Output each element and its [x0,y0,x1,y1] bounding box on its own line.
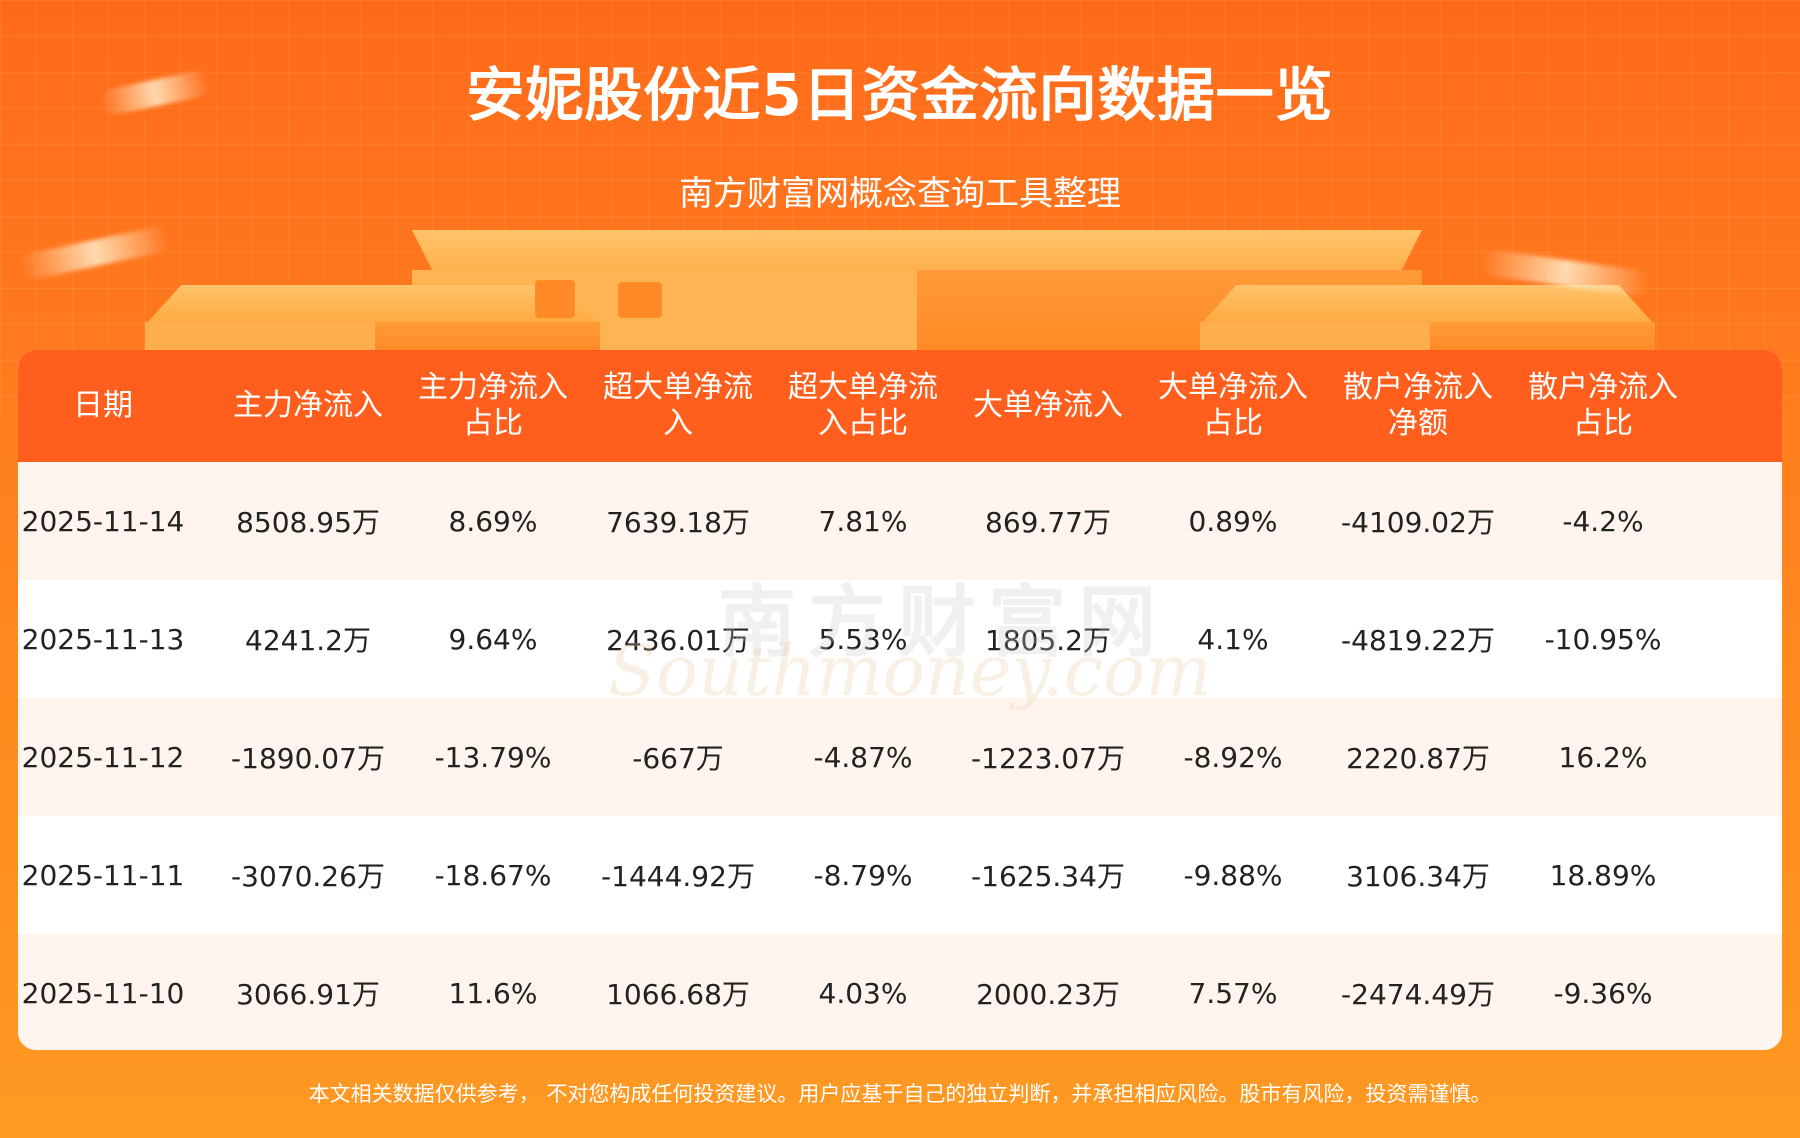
cell-date: 2025-11-14 [21,504,185,538]
podium-notch-1 [535,280,575,318]
cell-date: 2025-11-12 [21,740,185,774]
column-header-large-inflow: 大单净流入 [973,388,1123,423]
cell-main-ratio: 11.6% [448,976,538,1010]
podium-top-left [145,285,600,325]
table-header: 日期 主力净流入 主力净流入 占比 超大单净流 入 超大单净流 入占比 大单净流… [18,350,1782,462]
table-row: 2025-11-13 4241.2万 9.64% 2436.01万 5.53% … [18,580,1782,698]
cell-main-inflow: -1890.07万 [231,742,385,775]
cell-large-ratio: -9.88% [1183,858,1283,892]
cell-retail-amount: -4109.02万 [1341,506,1495,539]
column-header-main-ratio: 主力净流入 占比 [418,370,568,441]
cell-xl-ratio: 4.03% [818,976,908,1010]
page-title: 安妮股份近5日资金流向数据一览 [466,61,1334,129]
table-row: 2025-11-14 8508.95万 8.69% 7639.18万 7.81%… [18,462,1782,580]
table-row: 2025-11-11 -3070.26万 -18.67% -1444.92万 -… [18,816,1782,934]
cell-xl-ratio: 7.81% [818,504,908,538]
podium-top-right [1200,285,1655,325]
cell-large-ratio: -8.92% [1183,740,1283,774]
podium-right-face-a [1200,322,1430,352]
cell-large-ratio: 0.89% [1188,504,1278,538]
cell-large-inflow: 869.77万 [985,506,1111,539]
cell-retail-ratio: -10.95% [1544,622,1662,656]
cell-xl-inflow: 1066.68万 [606,978,750,1011]
cell-main-ratio: 9.64% [448,622,538,656]
cell-xl-inflow: 2436.01万 [606,624,750,657]
cell-large-inflow: -1223.07万 [971,742,1125,775]
cell-main-ratio: -13.79% [434,740,552,774]
cell-retail-ratio: -4.2% [1562,504,1644,538]
column-header-retail-amount: 散户净流入 净额 [1343,370,1493,441]
cell-date: 2025-11-13 [21,622,185,656]
podium-left-face-a [145,322,375,352]
podium-right-face-b [1430,322,1655,352]
cell-main-ratio: 8.69% [448,504,538,538]
column-header-retail-ratio: 散户净流入 占比 [1528,370,1678,441]
disclaimer-text: 本文相关数据仅供参考， 不对您构成任何投资建议。用户应基于自己的独立判断，并承担… [308,1082,1492,1106]
cell-large-ratio: 7.57% [1188,976,1278,1010]
cell-xl-ratio: -8.79% [813,858,913,892]
podium-notch-2 [618,282,662,318]
cell-xl-ratio: -4.87% [813,740,913,774]
podium-left-face-b [375,322,600,352]
cell-retail-ratio: 18.89% [1549,858,1657,892]
cell-retail-amount: 2220.87万 [1346,742,1490,775]
cell-large-inflow: -1625.34万 [971,860,1125,893]
cell-retail-amount: 3106.34万 [1346,860,1490,893]
cell-xl-inflow: -667万 [632,742,724,775]
cell-retail-ratio: 16.2% [1558,740,1648,774]
column-header-xl-ratio: 超大单净流 入占比 [788,370,938,441]
cell-retail-amount: -4819.22万 [1341,624,1495,657]
cell-date: 2025-11-10 [21,976,185,1010]
column-header-date: 日期 [73,388,133,423]
cell-main-ratio: -18.67% [434,858,552,892]
data-table-card: 日期 主力净流入 主力净流入 占比 超大单净流 入 超大单净流 入占比 大单净流… [18,350,1782,1050]
column-header-main-inflow: 主力净流入 [233,388,383,423]
column-header-xl-inflow: 超大单净流 入 [603,370,753,441]
cell-xl-ratio: 5.53% [818,622,908,656]
column-header-large-ratio: 大单净流入 占比 [1158,370,1308,441]
cell-retail-ratio: -9.36% [1553,976,1653,1010]
cell-date: 2025-11-11 [21,858,185,892]
page-subtitle: 南方财富网概念查询工具整理 [679,174,1121,214]
cell-xl-inflow: -1444.92万 [601,860,755,893]
cell-large-inflow: 2000.23万 [976,978,1120,1011]
cell-main-inflow: 3066.91万 [236,978,380,1011]
cell-main-inflow: 8508.95万 [236,506,380,539]
cell-large-ratio: 4.1% [1197,622,1269,656]
cell-retail-amount: -2474.49万 [1341,978,1495,1011]
table-row: 2025-11-10 3066.91万 11.6% 1066.68万 4.03%… [18,934,1782,1050]
cell-main-inflow: 4241.2万 [245,624,371,657]
cell-main-inflow: -3070.26万 [231,860,385,893]
cell-large-inflow: 1805.2万 [985,624,1111,657]
cell-xl-inflow: 7639.18万 [606,506,750,539]
table-row: 2025-11-12 -1890.07万 -13.79% -667万 -4.87… [18,698,1782,816]
